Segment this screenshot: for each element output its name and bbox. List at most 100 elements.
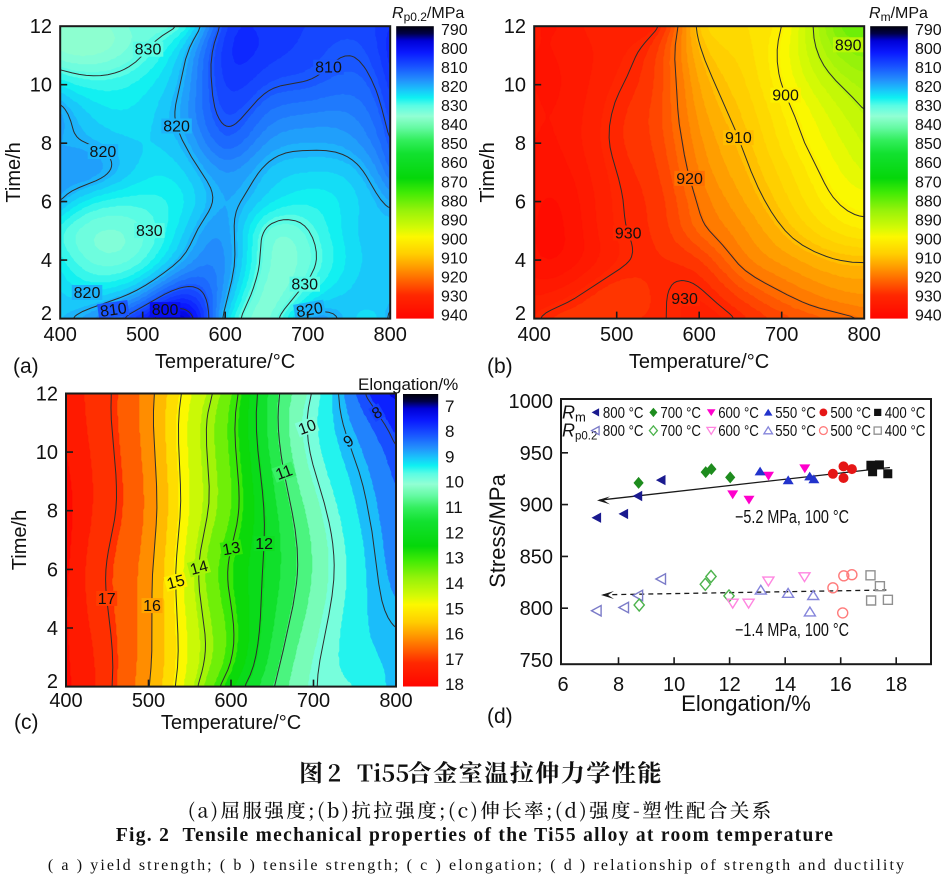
svg-text:700: 700 bbox=[765, 324, 798, 346]
svg-text:800: 800 bbox=[374, 324, 407, 346]
svg-text:820: 820 bbox=[915, 79, 942, 96]
svg-text:940: 940 bbox=[915, 308, 942, 325]
svg-text:400 °C: 400 °C bbox=[885, 423, 926, 440]
svg-text:12: 12 bbox=[718, 674, 740, 696]
svg-text:15: 15 bbox=[165, 572, 187, 593]
svg-text:910: 910 bbox=[441, 251, 468, 268]
svg-text:830: 830 bbox=[135, 42, 162, 59]
svg-text:930: 930 bbox=[441, 289, 468, 306]
svg-text:6: 6 bbox=[557, 674, 568, 696]
svg-text:840: 840 bbox=[441, 117, 468, 134]
svg-text:870: 870 bbox=[915, 174, 942, 191]
svg-text:850: 850 bbox=[441, 136, 468, 153]
svg-text:( a ) yield strength; ( b ): ( a ) yield strength; ( b ) tensile stre… bbox=[48, 857, 906, 874]
svg-text:12: 12 bbox=[504, 16, 526, 38]
svg-text:18: 18 bbox=[445, 675, 464, 694]
svg-text:8: 8 bbox=[613, 674, 624, 696]
svg-text:4: 4 bbox=[515, 250, 526, 272]
svg-text:10: 10 bbox=[663, 674, 685, 696]
svg-text:6: 6 bbox=[41, 192, 52, 214]
svg-text:2: 2 bbox=[515, 303, 526, 325]
svg-text:13: 13 bbox=[221, 539, 242, 559]
svg-text:−5.2 MPa, 100 °C: −5.2 MPa, 100 °C bbox=[735, 506, 849, 527]
svg-text:6: 6 bbox=[515, 192, 526, 214]
svg-text:(b): (b) bbox=[487, 355, 513, 378]
svg-text:9: 9 bbox=[445, 447, 454, 466]
svg-text:1000: 1000 bbox=[509, 391, 554, 413]
svg-text:800: 800 bbox=[441, 41, 468, 58]
svg-text:10: 10 bbox=[36, 442, 58, 464]
svg-text:Elongation/%: Elongation/% bbox=[358, 375, 458, 394]
svg-text:10: 10 bbox=[296, 417, 319, 439]
svg-text:500 °C: 500 °C bbox=[830, 423, 871, 440]
svg-text:400 °C: 400 °C bbox=[885, 405, 926, 422]
svg-text:7: 7 bbox=[445, 397, 454, 416]
svg-text:920: 920 bbox=[915, 270, 942, 287]
svg-text:Rm/MPa: Rm/MPa bbox=[869, 5, 928, 24]
svg-text:600: 600 bbox=[209, 324, 242, 346]
svg-text:820: 820 bbox=[295, 300, 324, 321]
svg-text:Temperature/°C: Temperature/°C bbox=[155, 351, 295, 373]
svg-text:890: 890 bbox=[441, 212, 468, 229]
svg-text:860: 860 bbox=[915, 155, 942, 172]
svg-text:Rp0.2/MPa: Rp0.2/MPa bbox=[392, 5, 464, 24]
svg-text:Time/h: Time/h bbox=[9, 510, 31, 570]
svg-text:600 °C: 600 °C bbox=[718, 405, 759, 422]
svg-text:600 °C: 600 °C bbox=[718, 423, 759, 440]
svg-text:820: 820 bbox=[441, 79, 468, 96]
svg-text:810: 810 bbox=[315, 60, 342, 77]
svg-text:810: 810 bbox=[99, 300, 128, 321]
svg-text:10: 10 bbox=[504, 75, 526, 97]
svg-text:880: 880 bbox=[915, 193, 942, 210]
svg-text:12: 12 bbox=[36, 384, 58, 406]
svg-text:400: 400 bbox=[49, 690, 82, 712]
svg-text:Stress/MPa: Stress/MPa bbox=[485, 473, 510, 587]
svg-text:940: 940 bbox=[441, 308, 468, 325]
svg-text:820: 820 bbox=[90, 144, 117, 161]
svg-text:790: 790 bbox=[915, 22, 942, 39]
svg-text:Temperature/°C: Temperature/°C bbox=[629, 351, 769, 373]
svg-text:2: 2 bbox=[47, 671, 58, 693]
svg-text:500: 500 bbox=[126, 324, 159, 346]
svg-text:16: 16 bbox=[445, 625, 464, 644]
svg-text:700 °C: 700 °C bbox=[660, 423, 701, 440]
svg-text:890: 890 bbox=[915, 212, 942, 229]
svg-text:10: 10 bbox=[30, 75, 52, 97]
svg-text:800 °C: 800 °C bbox=[603, 423, 644, 440]
svg-text:830: 830 bbox=[291, 277, 318, 294]
svg-text:400: 400 bbox=[518, 324, 551, 346]
svg-text:Temperature/°C: Temperature/°C bbox=[161, 712, 301, 734]
svg-text:8: 8 bbox=[47, 501, 58, 523]
svg-text:930: 930 bbox=[615, 226, 642, 243]
svg-text:790: 790 bbox=[441, 22, 468, 39]
svg-text:8: 8 bbox=[515, 133, 526, 155]
svg-text:840: 840 bbox=[915, 117, 942, 134]
svg-text:14: 14 bbox=[774, 674, 796, 696]
svg-text:880: 880 bbox=[441, 193, 468, 210]
svg-text:17: 17 bbox=[98, 591, 116, 608]
svg-text:950: 950 bbox=[520, 443, 553, 465]
svg-text:Rp0.2: Rp0.2 bbox=[562, 421, 597, 443]
svg-text:8: 8 bbox=[445, 422, 454, 441]
svg-text:820: 820 bbox=[74, 285, 101, 302]
svg-text:900: 900 bbox=[441, 232, 468, 249]
svg-text:800: 800 bbox=[379, 690, 412, 712]
svg-text:Elongation/%: Elongation/% bbox=[681, 691, 811, 716]
svg-text:600: 600 bbox=[683, 324, 716, 346]
svg-text:930: 930 bbox=[671, 291, 698, 308]
svg-text:800 °C: 800 °C bbox=[603, 405, 644, 422]
svg-text:15: 15 bbox=[445, 599, 464, 618]
svg-text:500: 500 bbox=[132, 690, 165, 712]
svg-text:14: 14 bbox=[188, 558, 210, 579]
svg-text:500: 500 bbox=[600, 324, 633, 346]
svg-text:Rm: Rm bbox=[562, 402, 586, 424]
svg-text:17: 17 bbox=[445, 650, 464, 669]
svg-text:700: 700 bbox=[291, 324, 324, 346]
svg-text:16: 16 bbox=[830, 674, 852, 696]
svg-text:8: 8 bbox=[41, 133, 52, 155]
svg-text:830: 830 bbox=[915, 98, 942, 115]
svg-text:400: 400 bbox=[44, 324, 77, 346]
svg-text:800: 800 bbox=[848, 324, 881, 346]
svg-text:930: 930 bbox=[915, 289, 942, 306]
svg-text:18: 18 bbox=[885, 674, 907, 696]
